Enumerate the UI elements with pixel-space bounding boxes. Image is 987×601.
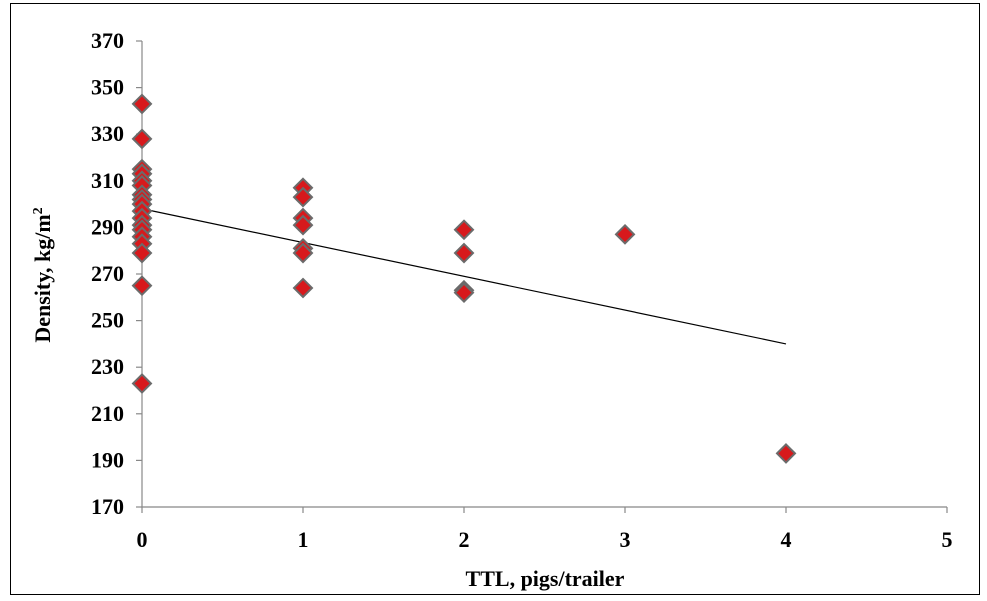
data-point-15 xyxy=(131,242,153,264)
y-tick-label-290: 290 xyxy=(91,214,124,239)
x-tick-label-4: 4 xyxy=(781,527,792,552)
x-axis-title: TTL, pigs/trailer xyxy=(466,566,625,591)
data-point-25 xyxy=(453,219,475,241)
y-axis-title: Density, kg/m2 xyxy=(30,207,55,342)
y-tick-label-370: 370 xyxy=(91,28,124,53)
data-point-29 xyxy=(614,223,636,245)
y-tick-label-330: 330 xyxy=(91,121,124,146)
y-tick-label-270: 270 xyxy=(91,261,124,286)
data-point-28 xyxy=(453,282,475,304)
y-tick-label-350: 350 xyxy=(91,75,124,100)
y-tick-label-210: 210 xyxy=(91,401,124,426)
data-point-24 xyxy=(292,277,314,299)
data-point-1 xyxy=(131,128,153,150)
x-tick-label-3: 3 xyxy=(620,527,631,552)
data-point-30 xyxy=(775,442,797,464)
data-point-0 xyxy=(131,93,153,115)
y-tick-label-310: 310 xyxy=(91,168,124,193)
y-tick-label-250: 250 xyxy=(91,308,124,333)
data-point-26 xyxy=(453,242,475,264)
plot-area: 170 190 210 230 250 270 290 310 330 350 370 0 1 2 3 4 5 xyxy=(91,28,953,552)
x-tick-label-2: 2 xyxy=(459,527,470,552)
y-axis-title-main: Density, kg/m xyxy=(30,214,55,342)
trendline xyxy=(141,208,787,345)
x-tick-label-1: 1 xyxy=(298,527,309,552)
y-tick-label-170: 170 xyxy=(91,494,124,519)
data-point-19 xyxy=(292,186,314,208)
data-point-17 xyxy=(131,373,153,394)
chart-frame xyxy=(10,3,980,595)
x-tick-label-5: 5 xyxy=(942,527,953,552)
data-point-23 xyxy=(292,242,314,264)
y-tick-label-190: 190 xyxy=(91,447,124,472)
y-axis-title-superscript: 2 xyxy=(31,207,46,214)
data-point-21 xyxy=(292,214,314,236)
x-tick-label-0: 0 xyxy=(137,527,148,552)
data-point-16 xyxy=(131,275,153,297)
y-tick-label-230: 230 xyxy=(91,354,124,379)
